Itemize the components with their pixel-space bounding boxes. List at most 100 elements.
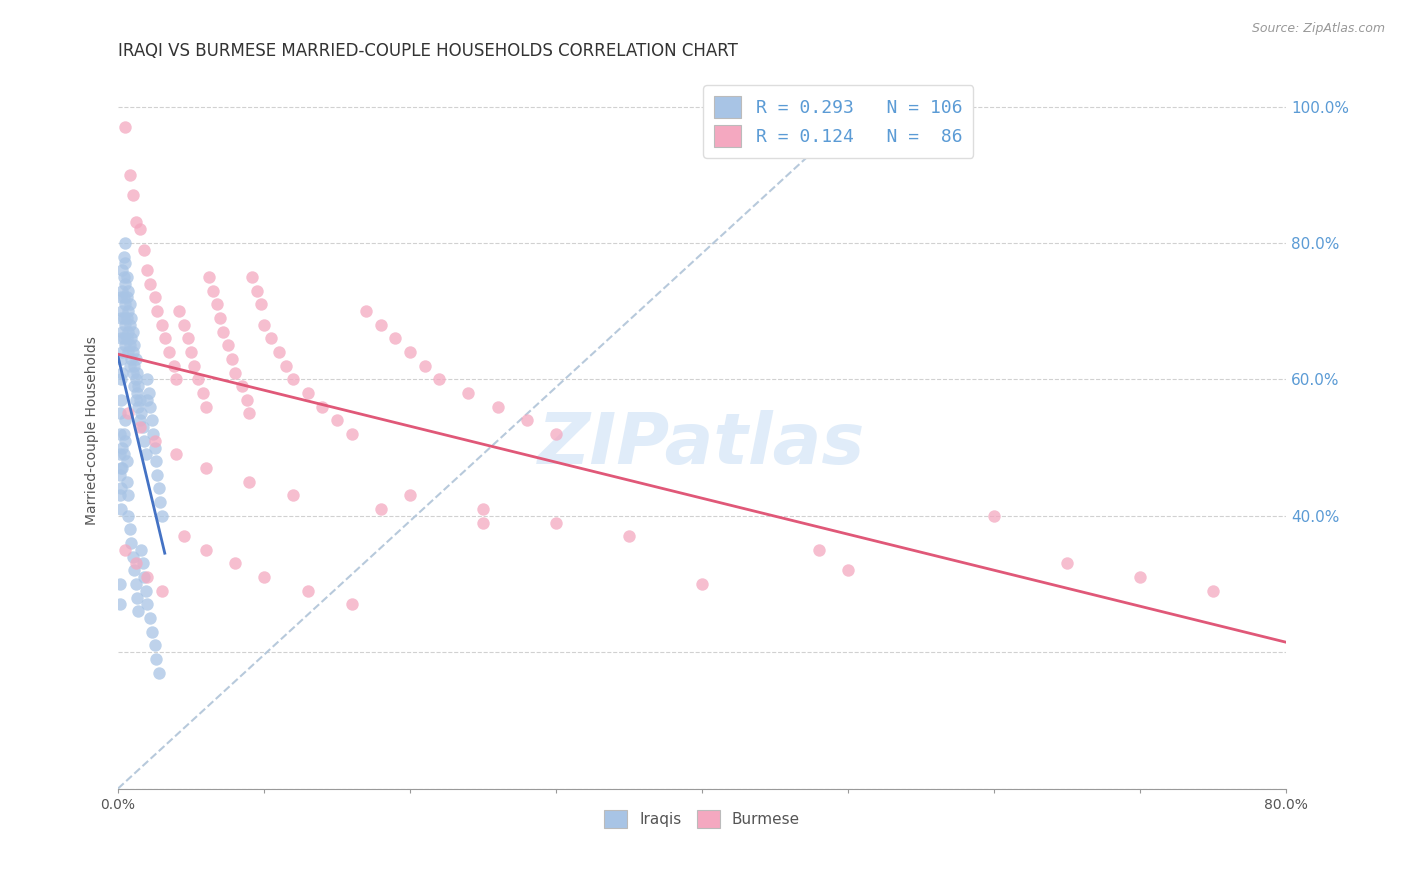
Point	[197, 270, 219, 285]
Point	[134, 243, 156, 257]
Point	[108, 426, 131, 441]
Point	[120, 351, 142, 366]
Point	[240, 270, 263, 285]
Point	[194, 461, 217, 475]
Point	[129, 222, 152, 236]
Point	[162, 359, 184, 373]
Point	[516, 413, 538, 427]
Point	[122, 563, 145, 577]
Point	[837, 563, 859, 577]
Point	[121, 325, 143, 339]
Point	[134, 434, 156, 448]
Point	[340, 598, 363, 612]
Point	[115, 454, 138, 468]
Point	[135, 583, 157, 598]
Point	[283, 372, 305, 386]
Point	[117, 488, 139, 502]
Point	[235, 392, 257, 407]
Point	[399, 345, 422, 359]
Point	[121, 549, 143, 564]
Point	[110, 461, 132, 475]
Point	[131, 542, 153, 557]
Point	[139, 400, 162, 414]
Point	[114, 542, 136, 557]
Point	[110, 291, 132, 305]
Point	[311, 400, 333, 414]
Point	[112, 426, 135, 441]
Point	[124, 372, 146, 386]
Point	[114, 256, 136, 270]
Point	[111, 345, 134, 359]
Point	[143, 291, 166, 305]
Point	[131, 406, 153, 420]
Point	[384, 331, 406, 345]
Point	[149, 495, 172, 509]
Point	[110, 502, 132, 516]
Point	[110, 372, 132, 386]
Point	[148, 665, 170, 680]
Point	[399, 488, 422, 502]
Point	[472, 516, 495, 530]
Point	[136, 392, 159, 407]
Point	[120, 536, 142, 550]
Point	[207, 297, 229, 311]
Point	[283, 488, 305, 502]
Point	[148, 482, 170, 496]
Point	[136, 598, 159, 612]
Point	[110, 331, 132, 345]
Point	[1056, 557, 1078, 571]
Point	[114, 413, 136, 427]
Point	[617, 529, 640, 543]
Text: IRAQI VS BURMESE MARRIED-COUPLE HOUSEHOLDS CORRELATION CHART: IRAQI VS BURMESE MARRIED-COUPLE HOUSEHOL…	[118, 42, 738, 60]
Point	[111, 263, 134, 277]
Point	[807, 542, 830, 557]
Point	[127, 604, 149, 618]
Point	[120, 331, 142, 345]
Point	[115, 291, 138, 305]
Point	[173, 318, 195, 332]
Point	[127, 379, 149, 393]
Point	[143, 441, 166, 455]
Point	[169, 304, 191, 318]
Point	[413, 359, 436, 373]
Point	[194, 400, 217, 414]
Point	[146, 304, 169, 318]
Point	[146, 467, 169, 482]
Point	[134, 570, 156, 584]
Point	[117, 345, 139, 359]
Point	[114, 297, 136, 311]
Point	[217, 338, 239, 352]
Point	[457, 386, 479, 401]
Point	[297, 583, 319, 598]
Point	[224, 557, 246, 571]
Point	[143, 434, 166, 448]
Point	[124, 392, 146, 407]
Point	[221, 351, 243, 366]
Text: ZIPatlas: ZIPatlas	[538, 410, 866, 479]
Point	[117, 304, 139, 318]
Point	[110, 351, 132, 366]
Point	[142, 426, 165, 441]
Point	[108, 467, 131, 482]
Point	[354, 304, 377, 318]
Point	[111, 325, 134, 339]
Point	[110, 392, 132, 407]
Point	[124, 351, 146, 366]
Point	[212, 325, 235, 339]
Point	[121, 188, 143, 202]
Point	[141, 413, 163, 427]
Point	[108, 577, 131, 591]
Point	[544, 426, 567, 441]
Point	[250, 297, 273, 311]
Point	[124, 215, 146, 229]
Point	[136, 263, 159, 277]
Point	[124, 557, 146, 571]
Point	[157, 345, 180, 359]
Point	[117, 406, 139, 420]
Point	[132, 557, 155, 571]
Point	[145, 652, 167, 666]
Point	[141, 624, 163, 639]
Point	[194, 542, 217, 557]
Point	[129, 413, 152, 427]
Point	[125, 591, 148, 605]
